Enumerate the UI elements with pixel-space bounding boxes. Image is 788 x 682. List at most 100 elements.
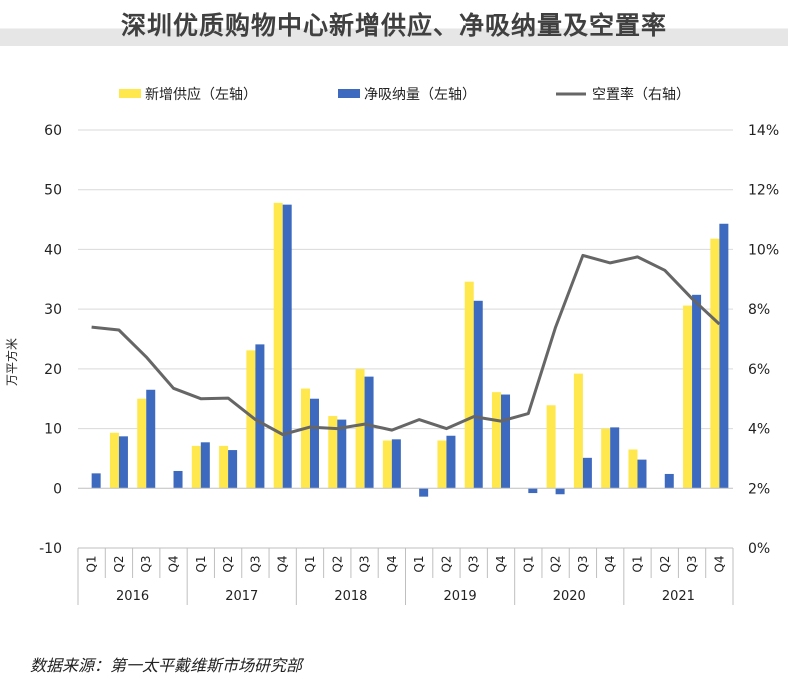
y2-tick-label: 4% (748, 422, 770, 438)
bars (91, 202, 729, 497)
quarter-label: Q2 (221, 555, 235, 572)
bar (582, 457, 592, 489)
y2-tick-label: 10% (748, 242, 779, 258)
vacancy-line-path (91, 253, 721, 436)
year-label: 2021 (662, 589, 695, 604)
y2-tick-label: 8% (748, 302, 770, 318)
bar (573, 373, 583, 489)
bar (637, 459, 647, 489)
bar (191, 445, 201, 489)
y-tick-label: 20 (44, 362, 62, 378)
quarter-label: Q3 (248, 555, 262, 572)
bar (391, 439, 401, 489)
quarter-label: Q3 (467, 555, 481, 572)
bar (446, 435, 456, 489)
bar (664, 473, 674, 489)
bar (137, 398, 147, 489)
legend: 新增供应（左轴） 净吸纳量（左轴） 空置率（右轴） (119, 86, 690, 103)
year-label: 2016 (116, 589, 149, 604)
y2-tick-label: 14% (748, 123, 779, 139)
y2-tick-label: 2% (748, 481, 770, 497)
bar (309, 398, 319, 489)
bar (173, 470, 183, 489)
bar (710, 238, 720, 489)
bar (91, 473, 101, 489)
quarter-label: Q1 (412, 555, 426, 572)
bar (200, 442, 210, 489)
y-tick-label: 30 (44, 302, 62, 318)
quarter-label: Q2 (330, 555, 344, 572)
y2-tick-label: 12% (748, 183, 779, 199)
bar (255, 344, 265, 489)
y-axis-label: 万平方米 (4, 338, 19, 386)
y-tick-label: 50 (44, 183, 62, 199)
y-tick-label: 60 (44, 123, 62, 139)
quarter-label: Q4 (712, 555, 726, 572)
quarter-label: Q2 (658, 555, 672, 572)
quarter-label: Q4 (276, 555, 290, 572)
bar (719, 223, 729, 489)
bar (219, 445, 229, 489)
bar (546, 405, 556, 489)
bar (492, 392, 502, 489)
bar (437, 440, 447, 489)
y2-tick-label: 0% (748, 541, 770, 557)
bar (300, 388, 310, 489)
quarter-label: Q4 (385, 555, 399, 572)
chart-title: 深圳优质购物中心新增供应、净吸纳量及空置率 (120, 11, 667, 40)
bar (610, 427, 620, 489)
bar (555, 488, 565, 495)
quarter-label: Q3 (358, 555, 372, 572)
year-label: 2019 (444, 589, 477, 604)
bar (382, 440, 392, 489)
bar (501, 394, 511, 489)
title-band (0, 0, 788, 46)
legend-swatch (338, 89, 360, 98)
bar (273, 202, 283, 489)
vacancy-line (91, 253, 721, 436)
bar (692, 294, 702, 489)
quarter-label: Q2 (112, 555, 126, 572)
quarter-label: Q4 (167, 555, 181, 572)
bar (328, 416, 338, 489)
bar (228, 450, 238, 489)
bar (601, 428, 611, 489)
quarter-label: Q3 (576, 555, 590, 572)
y-tick-label: 0 (53, 481, 62, 497)
year-label: 2018 (334, 589, 367, 604)
quarter-label: Q3 (139, 555, 153, 572)
bar (473, 300, 483, 489)
quarter-label: Q4 (603, 555, 617, 572)
quarter-label: Q1 (85, 555, 99, 572)
y2-tick-label: 6% (748, 362, 770, 378)
quarter-label: Q3 (685, 555, 699, 572)
axes: 60 50 40 30 20 10 0 -10 14% 12% 10% 8% 6% 4% 2% 0% Q1 Q2 Q… (39, 123, 779, 605)
bar (337, 419, 347, 489)
bar (118, 436, 128, 489)
quarter-label: Q1 (630, 555, 644, 572)
bar (109, 432, 119, 489)
bar (146, 389, 156, 489)
bar (528, 488, 538, 494)
y-tick-label: 40 (44, 242, 62, 258)
quarter-label: Q1 (521, 555, 535, 572)
bar (355, 368, 365, 489)
quarter-label: Q2 (549, 555, 563, 572)
legend-swatch (119, 89, 141, 98)
bar (683, 305, 693, 489)
year-label: 2017 (225, 589, 258, 604)
year-label: 2020 (553, 589, 586, 604)
quarter-label: Q2 (439, 555, 453, 572)
y-tick-label: 10 (44, 422, 62, 438)
legend-label: 净吸纳量（左轴） (364, 87, 476, 103)
bar (419, 488, 429, 497)
bar (464, 281, 474, 489)
y-tick-label: -10 (39, 541, 62, 557)
quarter-label: Q1 (303, 555, 317, 572)
legend-label: 空置率（右轴） (592, 86, 690, 103)
source-note: 数据来源：第一太平戴维斯市场研究部 (30, 656, 303, 675)
quarter-label: Q1 (194, 555, 208, 572)
legend-label: 新增供应（左轴） (145, 86, 257, 103)
bar (364, 376, 374, 489)
